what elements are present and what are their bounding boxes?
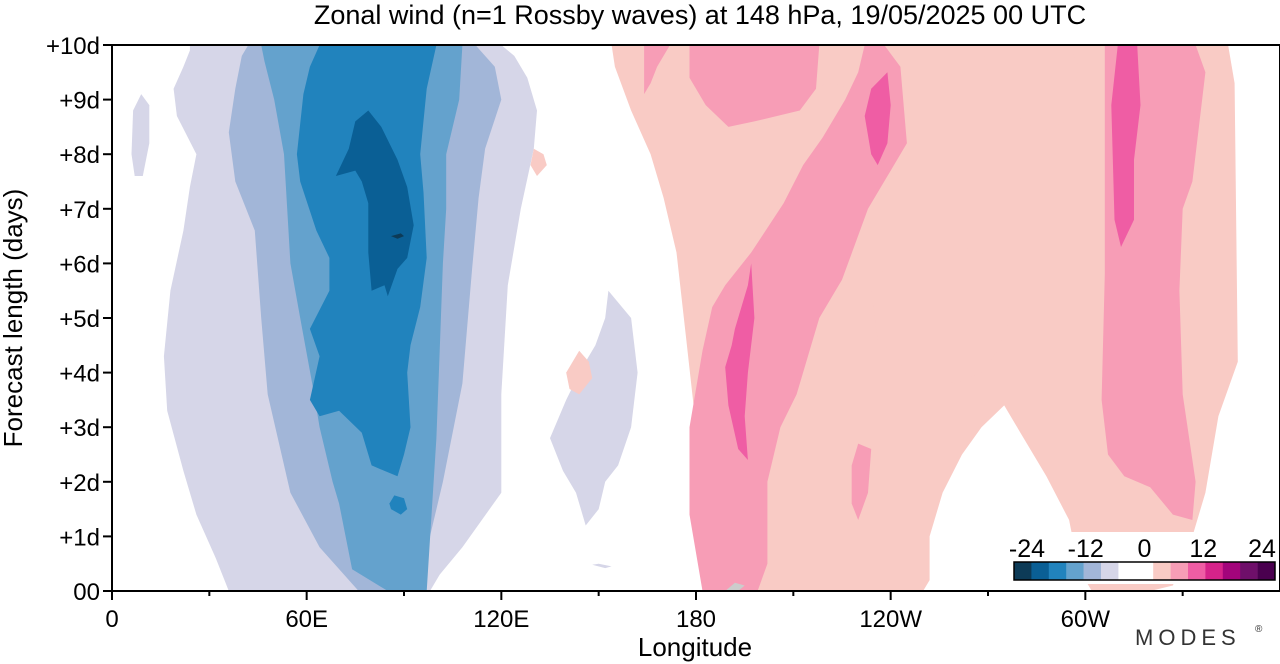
contour-level--12-6 (296, 45, 437, 477)
colorbar-swatch (1153, 562, 1171, 580)
colorbar-swatch (1014, 562, 1032, 580)
contour-layer (131, 45, 1238, 591)
contour-level--15-8 (335, 110, 414, 297)
y-tick-label: +6d (59, 251, 100, 278)
colorbar-swatch (1135, 562, 1154, 580)
y-tick-label: +7d (59, 197, 100, 224)
contour-level-3-15 (530, 148, 547, 176)
y-tick-label: +3d (59, 415, 100, 442)
colorbar-tick-label: -12 (1068, 535, 1104, 563)
colorbar-swatch (1257, 562, 1276, 580)
contour-level--3-3 (592, 563, 612, 569)
x-axis-ticks: 0 60E 120E 180 120W 60W (105, 591, 1184, 633)
colorbar-tick-label: 12 (1189, 535, 1217, 563)
y-tick-label: +1d (59, 524, 100, 551)
brand-logo: MODES (1135, 625, 1241, 650)
colorbar-swatch (1048, 562, 1067, 580)
contour-level-6-16 (644, 45, 820, 127)
contour-level--3-1 (131, 94, 150, 176)
colorbar-swatch (1083, 562, 1102, 580)
colorbar-swatch (1205, 562, 1224, 580)
contour-level-9-22 (864, 72, 891, 166)
brand-registered-mark: ® (1255, 624, 1263, 635)
colorbar-tick-label: -24 (1009, 535, 1045, 563)
x-tick-label: 60E (285, 606, 328, 633)
colorbar-tick-label: 0 (1138, 535, 1152, 563)
contour-level-3-11 (871, 247, 1011, 384)
y-tick-label: +8d (59, 142, 100, 169)
chart-title: Zonal wind (n=1 Rossby waves) at 148 hPa… (314, 0, 1086, 30)
contour-level--3-2 (550, 290, 638, 526)
contour-level-9-23 (1111, 45, 1141, 247)
contour-level-6-18 (851, 443, 872, 520)
colorbar-swatch (1222, 562, 1241, 580)
colorbar-frame (1013, 561, 1276, 581)
contour-level-3-14 (566, 350, 593, 395)
y-tick-label: +5d (59, 306, 100, 333)
colorbar-legend: -24 -12 0 12 24 (1009, 532, 1279, 584)
y-axis-ticks: 00 +1d +2d +3d +4d +5d +6d +7d +8d +9d +10d (46, 33, 112, 606)
colorbar-swatch (1188, 562, 1206, 580)
contour-level-12-24 (725, 582, 745, 591)
colorbar-swatch (1118, 562, 1137, 580)
x-tick-label: 120W (859, 606, 922, 633)
y-tick-label: +4d (59, 361, 100, 388)
x-tick-label: 120E (473, 606, 529, 633)
y-tick-label: +10d (46, 33, 100, 60)
colorbar-swatch (1240, 562, 1258, 580)
contour-level--18-9 (391, 233, 404, 239)
contour-level--12-7 (389, 495, 408, 515)
x-tick-label: 0 (105, 606, 118, 633)
colorbar-swatch (1170, 562, 1189, 580)
colorbar-swatch (1066, 562, 1084, 580)
y-tick-label: +9d (59, 88, 100, 115)
contour-level-3-13 (981, 45, 1079, 133)
y-tick-label: +2d (59, 470, 100, 497)
contour-level-9-21 (725, 263, 755, 460)
colorbar-tick-label: 24 (1248, 535, 1276, 563)
colorbar-swatch (1031, 562, 1050, 580)
y-axis-label: Forecast length (days) (0, 189, 28, 448)
y-tick-label: 00 (73, 579, 100, 606)
x-tick-label: 60W (1061, 606, 1111, 633)
x-axis-label: Longitude (638, 632, 752, 662)
x-tick-label: 180 (676, 606, 716, 633)
colorbar-swatch (1101, 562, 1119, 580)
